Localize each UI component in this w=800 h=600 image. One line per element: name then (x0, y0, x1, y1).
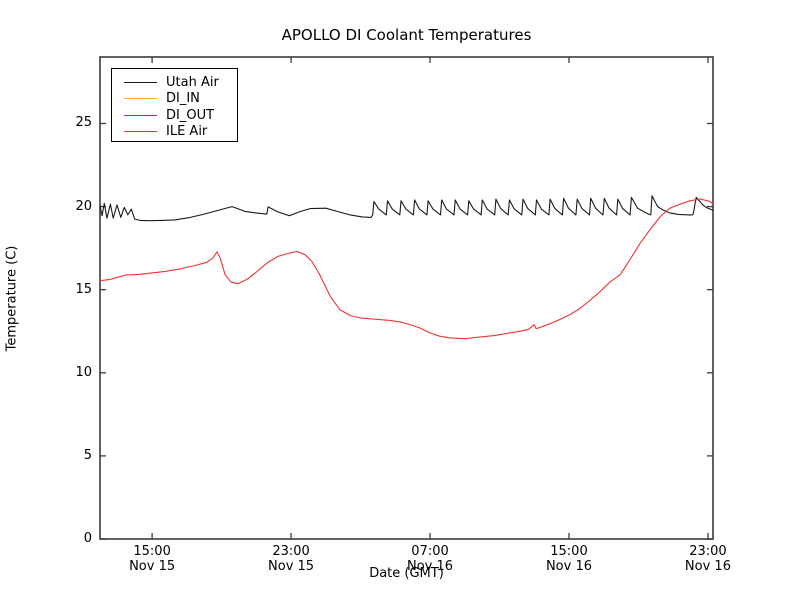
legend-label: DI_OUT (166, 107, 215, 123)
legend-label: Utah Air (166, 74, 219, 90)
y-tick-label: 0 (83, 531, 92, 546)
series-line-ile-air (99, 198, 714, 340)
legend-line-sample-di-out (124, 114, 157, 116)
series-line-utah-air (99, 195, 714, 222)
x-axis-label: Date (GMT) (369, 566, 444, 581)
x-tick-label: 15:00 Nov 16 (545, 544, 592, 574)
legend-entry: Utah Air (112, 74, 237, 91)
chart-title: APOLLO DI Coolant Temperatures (281, 26, 532, 44)
data-series (99, 195, 714, 340)
y-tick-label: 25 (75, 115, 92, 131)
legend-line-sample-di-in (124, 98, 157, 100)
y-tick-label: 5 (83, 447, 92, 463)
legend-line-sample-ile-air (124, 131, 157, 133)
legend-entry: DI_OUT (112, 107, 237, 124)
legend-entry: ILE Air (112, 124, 237, 141)
y-tick-label: 20 (75, 198, 92, 214)
x-tick-label: 23:00 Nov 16 (684, 544, 731, 574)
legend-label: ILE Air (166, 124, 208, 140)
legend-entry: DI_IN (112, 91, 237, 108)
legend: Utah Air DI_IN DI_OUT ILE Air (111, 68, 238, 142)
legend-line-sample-utah-air (124, 81, 157, 83)
x-tick-label: 15:00 Nov 15 (129, 544, 176, 574)
x-tick-label: 07:00 Nov 16 (407, 544, 454, 574)
y-tick-label: 10 (75, 364, 92, 380)
plot-border (99, 56, 714, 540)
y-axis-label: Temperature (C) (4, 245, 20, 352)
x-tick-label: 23:00 Nov 15 (268, 544, 315, 574)
y-tick-label: 15 (75, 281, 92, 297)
axes-frame (99, 56, 714, 540)
legend-label: DI_IN (166, 91, 200, 107)
